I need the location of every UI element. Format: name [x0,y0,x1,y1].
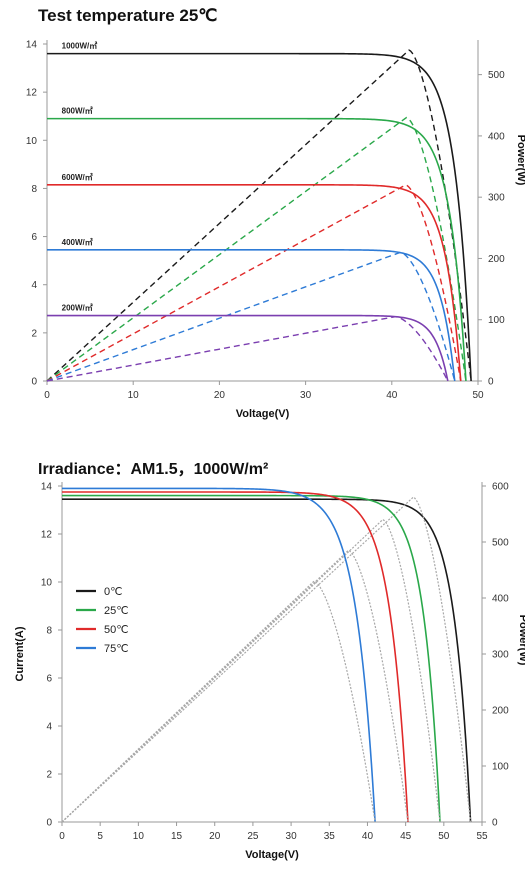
x-tick-label: 55 [476,831,488,842]
x-tick-label: 20 [214,390,226,401]
y-right-tick-label: 100 [492,762,509,773]
y-left-tick-label: 2 [46,770,52,781]
y-left-tick-label: 4 [31,280,37,291]
y-right-tick-label: 0 [492,818,498,829]
x-axis-title: Voltage(V) [236,408,290,420]
curve-label-2: 600W/㎡ [62,172,93,182]
x-tick-label: 40 [386,390,398,401]
y-right-tick-label: 300 [488,193,505,204]
curve-label-3: 400W/㎡ [62,237,93,247]
x-tick-label: 10 [128,390,140,401]
y-right-tick-label: 500 [492,538,509,549]
pv-curve-0 [46,49,472,382]
y-right-tick-label: 100 [488,315,505,326]
x-tick-label: 0 [44,390,50,401]
iv-curve-1 [47,117,467,382]
curve-label-4: 200W/㎡ [62,303,93,313]
y-right-tick-label: 500 [488,70,505,81]
y-right-tick-label: 0 [488,377,494,388]
x-tick-label: 30 [286,831,298,842]
x-tick-label: 50 [472,390,484,401]
y-left-tick-label: 12 [41,530,53,541]
y-right-tick-label: 200 [492,706,509,717]
x-axis-title: Voltage(V) [245,849,299,861]
pv-curve-3 [46,251,456,382]
y-right-tick-label: 400 [488,131,505,142]
legend-label-3: 75℃ [104,643,129,655]
pv-curve-4 [46,315,449,382]
x-tick-label: 45 [400,831,412,842]
iv-curve-1 [62,494,441,823]
y-left-tick-label: 10 [41,578,53,589]
pv-curve-2 [46,184,462,382]
y-left-tick-label: 12 [26,88,38,99]
curve-label-0: 1000W/㎡ [62,41,98,51]
pv-curve-1 [61,518,441,823]
y-left-axis-title: Current(A) [14,626,26,681]
y-left-tick-label: 6 [31,232,37,243]
iv-curve-3 [47,249,456,382]
legend-label-0: 0℃ [104,586,122,598]
y-left-tick-label: 0 [46,818,52,829]
y-right-tick-label: 600 [492,482,509,493]
x-tick-label: 35 [324,831,336,842]
chart-1-title: Test temperature 25℃ [38,6,218,25]
y-left-tick-label: 8 [31,184,37,195]
legend-label-1: 25℃ [104,605,129,617]
iv-curve-0 [62,498,472,823]
y-left-tick-label: 14 [41,482,53,493]
x-tick-label: 30 [300,390,312,401]
x-tick-label: 50 [438,831,450,842]
y-left-tick-label: 10 [26,136,38,147]
iv-curve-4 [47,314,449,382]
y-right-axis-title: Power(W) [517,615,525,666]
y-left-tick-label: 4 [46,722,52,733]
pv-curve-0 [61,496,472,823]
y-right-tick-label: 200 [488,254,505,265]
x-tick-label: 25 [247,831,259,842]
iv-curve-0 [47,52,472,382]
y-right-axis-title: Power(W) [515,135,525,186]
y-left-tick-label: 8 [46,626,52,637]
chart-2-title: Irradiance：AM1.5，1000W/m² [38,461,269,478]
x-tick-label: 0 [59,831,65,842]
chart-1-irradiance: 0 10 20 30 40 50024681012140100200300400500Vo… [26,40,525,421]
iv-curve-3 [62,487,376,823]
x-tick-label: 10 [133,831,145,842]
x-tick-label: 5 [97,831,103,842]
legend-label-2: 50℃ [104,624,129,636]
curve-label-1: 800W/㎡ [62,106,93,116]
iv-curve-2 [47,184,462,382]
pv-curve-3 [61,580,376,823]
x-tick-label: 15 [171,831,183,842]
x-tick-label: 40 [362,831,374,842]
iv-curve-2 [62,491,409,823]
y-left-tick-label: 6 [46,674,52,685]
y-right-tick-label: 300 [492,650,509,661]
y-left-tick-label: 14 [26,40,38,51]
y-right-tick-label: 400 [492,594,509,605]
x-tick-label: 20 [209,831,221,842]
y-left-tick-label: 2 [31,328,37,339]
y-left-tick-label: 0 [31,377,37,388]
